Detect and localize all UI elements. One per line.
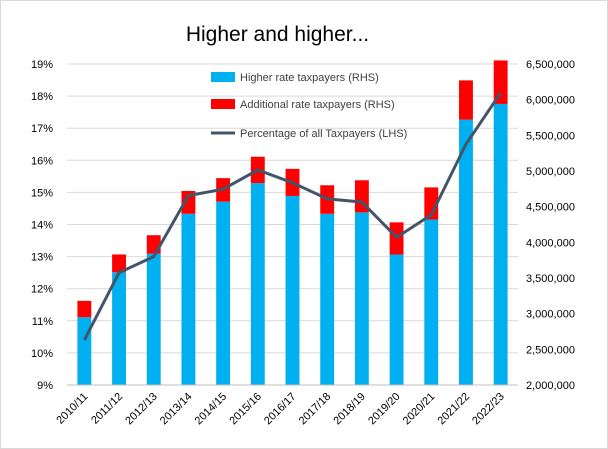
category-tick-label: 2022/23 — [470, 391, 507, 428]
category-tick-label: 2018/19 — [331, 391, 368, 428]
right-axis-tick-label: 4,500,000 — [526, 202, 575, 214]
higher-rate-bar — [250, 183, 265, 385]
additional-rate-bar — [424, 187, 439, 220]
right-axis-tick-label: 3,000,000 — [526, 309, 575, 321]
additional-rate-bar — [112, 254, 126, 273]
additional-rate-bar — [493, 60, 508, 104]
category-tick-label: 2016/17 — [262, 391, 299, 428]
right-axis-tick-label: 5,500,000 — [526, 130, 575, 142]
left-axis-tick-label: 19% — [31, 59, 53, 71]
left-axis-tick-label: 11% — [32, 316, 53, 328]
legend-additional-rate-swatch — [211, 99, 235, 109]
category-tick-label: 2010/11 — [54, 391, 90, 427]
category-tick-label: 2013/14 — [158, 391, 195, 428]
higher-rate-bar — [181, 213, 196, 385]
legend-higher-rate-label: Higher rate taxpayers (RHS) — [240, 72, 379, 84]
left-axis-tick-label: 15% — [31, 187, 53, 199]
right-axis-tick-label: 6,000,000 — [526, 95, 575, 107]
right-axis-tick-label: 2,500,000 — [526, 344, 575, 356]
right-axis-tick-label: 2,000,000 — [526, 380, 575, 392]
left-axis-tick-label: 14% — [31, 220, 53, 232]
higher-rate-bar — [424, 219, 439, 385]
left-axis-tick-label: 16% — [31, 155, 53, 167]
additional-rate-bar — [77, 300, 92, 318]
higher-rate-bar — [459, 119, 473, 385]
category-tick-label: 2019/20 — [366, 391, 403, 428]
left-axis-tick-label: 9% — [37, 380, 53, 392]
left-axis-tick-label: 12% — [31, 284, 53, 296]
higher-rate-bar — [146, 253, 161, 385]
higher-rate-bar — [285, 195, 300, 385]
higher-rate-bar — [112, 272, 126, 385]
right-axis-tick-label: 6,500,000 — [526, 59, 575, 71]
chart-title: Higher and higher... — [185, 23, 370, 46]
right-axis-tick-label: 5,000,000 — [526, 166, 575, 178]
higher-rate-bar — [389, 254, 404, 385]
category-tick-label: 2015/16 — [227, 391, 264, 428]
left-axis-tick-label: 18% — [31, 91, 53, 103]
legend-higher-rate-swatch — [211, 72, 235, 82]
left-axis-tick-label: 10% — [31, 348, 53, 360]
legend-percentage-label: Percentage of all Taxpayers (LHS) — [240, 128, 407, 140]
category-tick-label: 2021/22 — [435, 391, 472, 428]
category-tick-label: 2011/12 — [89, 391, 125, 427]
category-tick-label: 2017/18 — [297, 391, 334, 428]
left-axis-tick-label: 17% — [31, 123, 53, 135]
right-axis-tick-label: 3,500,000 — [526, 273, 575, 285]
higher-rate-bar — [493, 103, 508, 386]
left-axis-tick-label: 13% — [31, 252, 53, 264]
legend-additional-rate-label: Additional rate taxpayers (RHS) — [240, 99, 395, 111]
additional-rate-bar — [459, 80, 473, 120]
higher-rate-bar — [216, 201, 231, 385]
category-tick-label: 2020/21 — [401, 391, 438, 428]
right-axis-tick-label: 4,000,000 — [526, 237, 575, 249]
category-tick-label: 2014/15 — [193, 391, 230, 428]
category-tick-label: 2012/13 — [123, 391, 160, 428]
additional-rate-bar — [181, 190, 196, 214]
higher-rate-bar — [354, 212, 369, 385]
higher-rate-bar — [320, 213, 335, 385]
